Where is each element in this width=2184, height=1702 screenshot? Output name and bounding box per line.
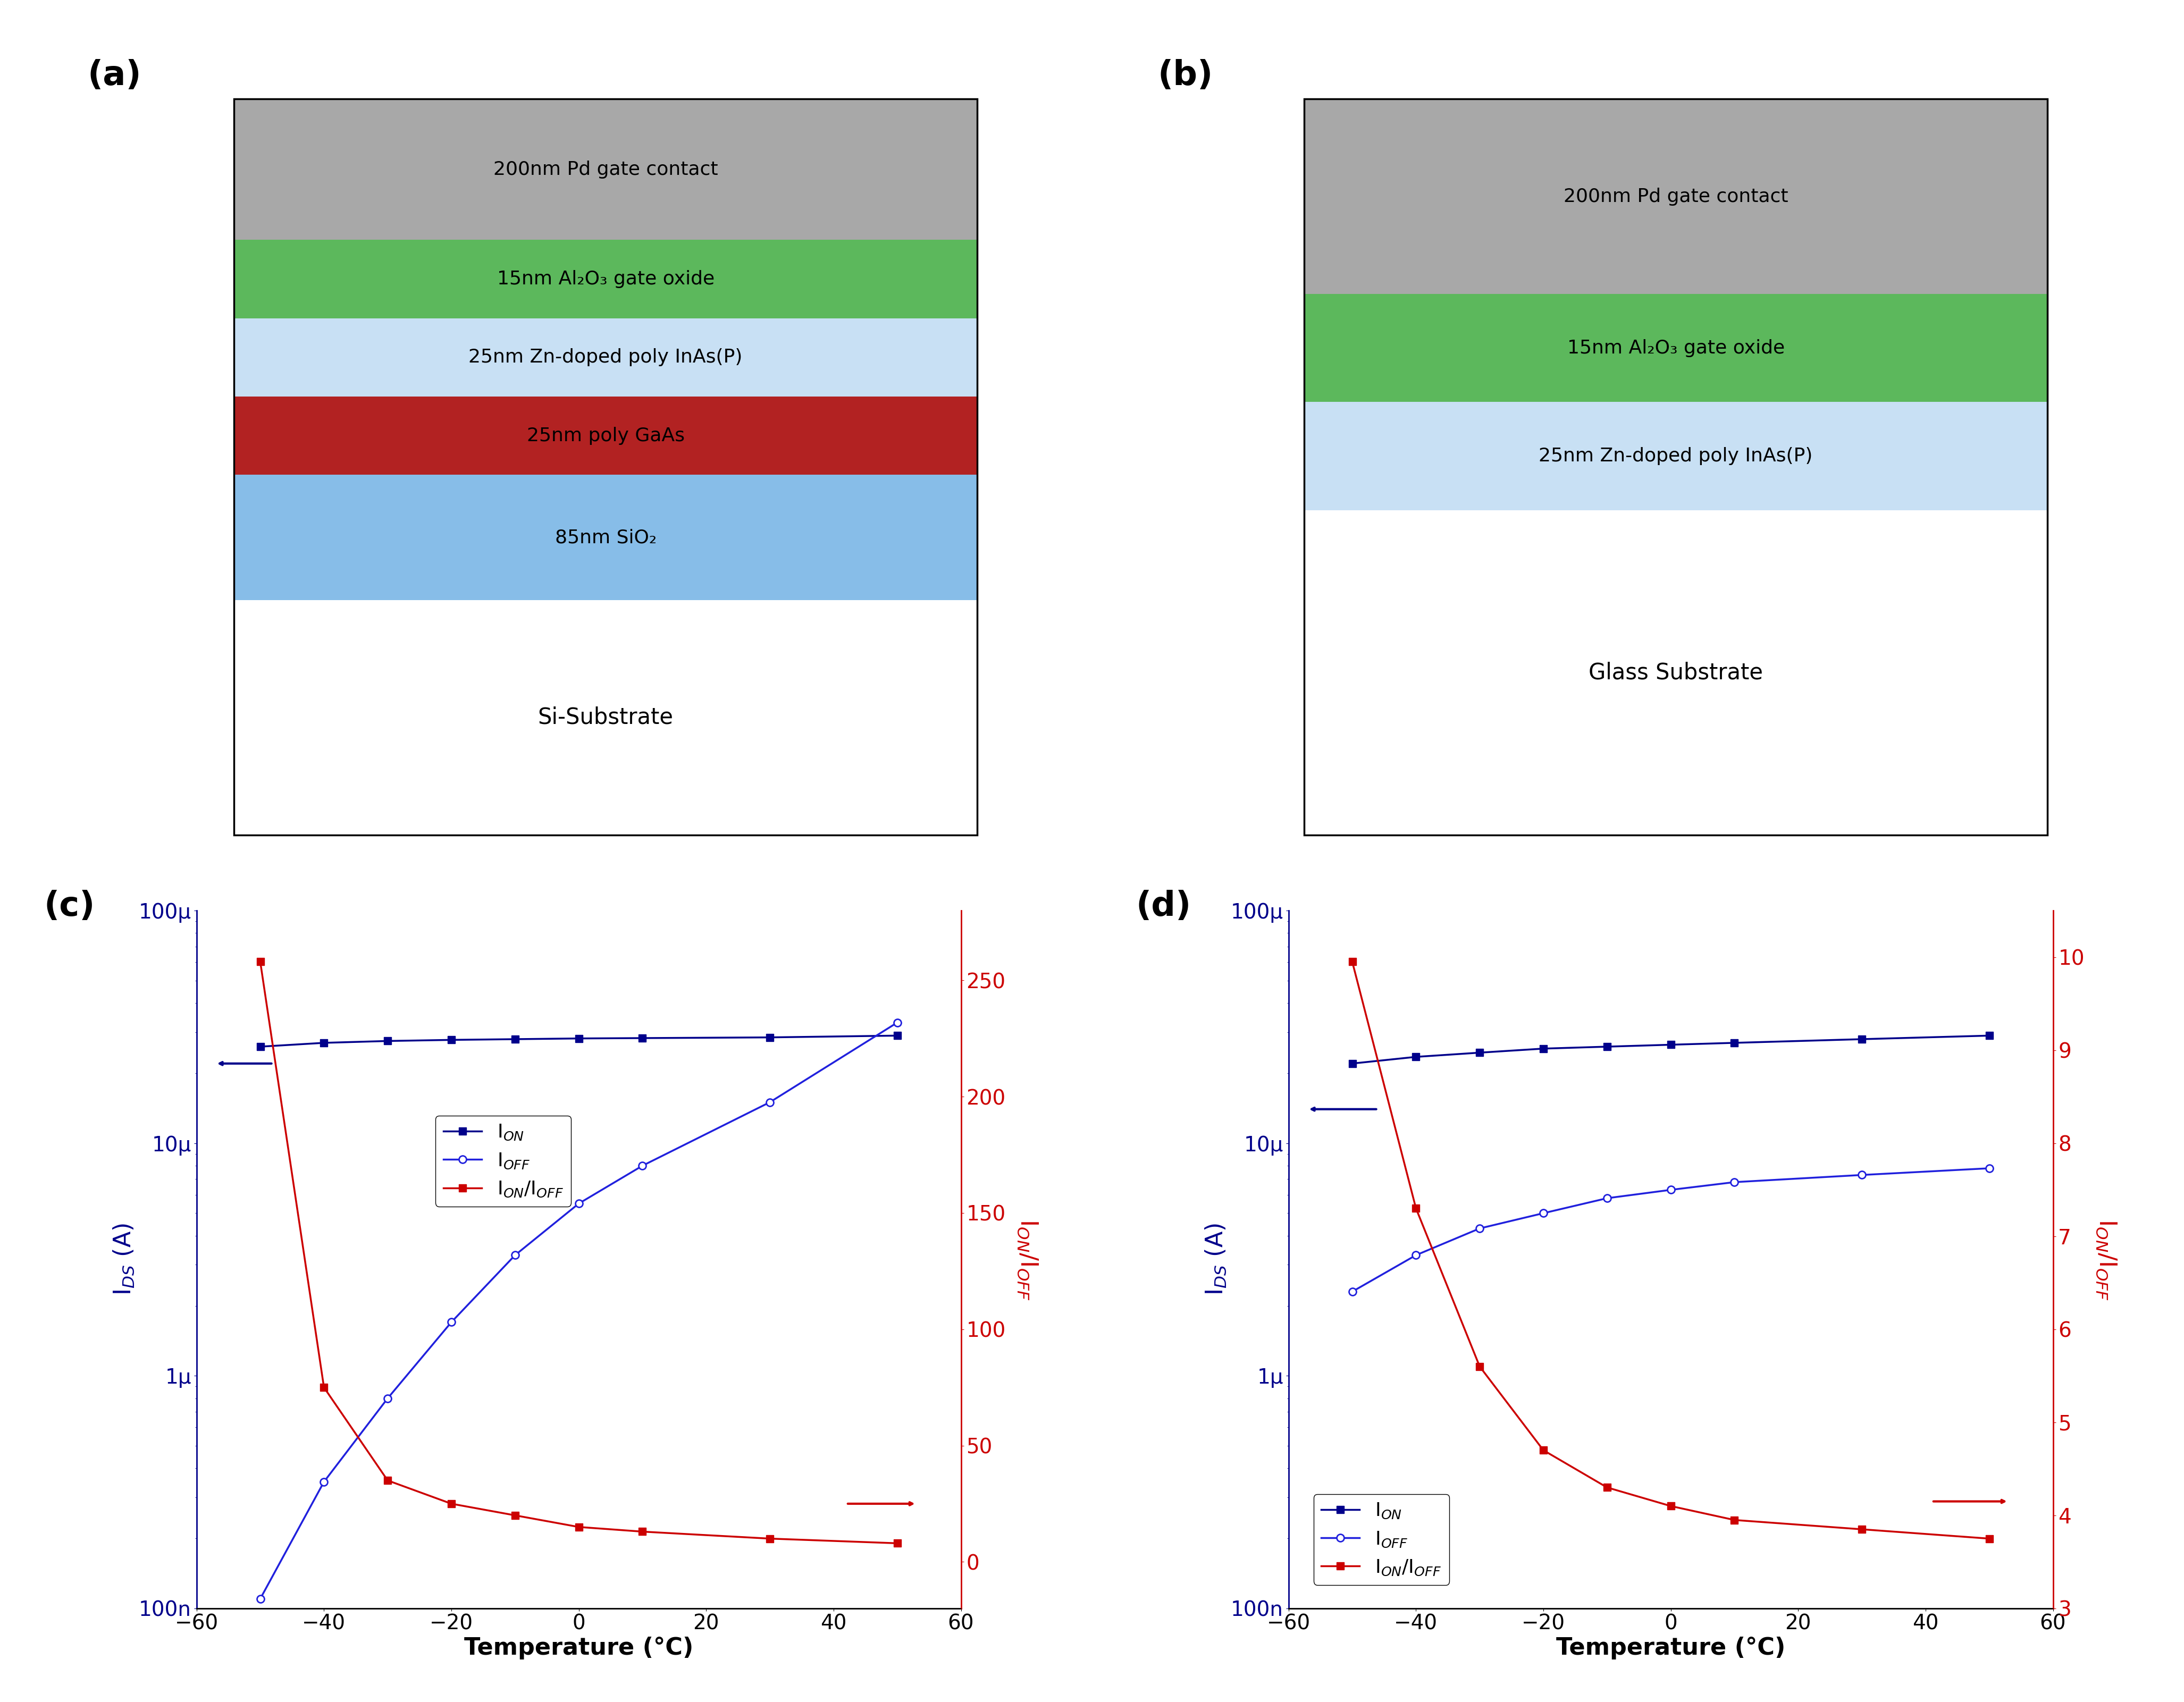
Text: (d): (d) [1136,890,1190,922]
Text: 200nm Pd gate contact: 200nm Pd gate contact [1564,187,1789,206]
Bar [234,99,976,240]
Text: Glass Substrate: Glass Substrate [1588,662,1762,684]
Text: 85nm SiO₂: 85nm SiO₂ [555,528,657,546]
Text: Si-Substrate: Si-Substrate [537,706,673,728]
Bar [1304,511,2046,836]
Text: 25nm Zn-doped poly InAs(P): 25nm Zn-doped poly InAs(P) [470,349,743,366]
Y-axis label: I$_{ON}$/I$_{OFF}$: I$_{ON}$/I$_{OFF}$ [2094,1219,2118,1300]
Text: (a): (a) [87,60,142,92]
Text: 15nm Al₂O₃ gate oxide: 15nm Al₂O₃ gate oxide [1568,339,1784,357]
Bar [234,318,976,397]
Bar [1304,402,2046,511]
Bar [234,601,976,836]
X-axis label: Temperature (°C): Temperature (°C) [463,1637,695,1659]
Y-axis label: I$_{ON}$/I$_{OFF}$: I$_{ON}$/I$_{OFF}$ [1016,1219,1040,1300]
Bar [1304,99,2046,836]
Bar [234,397,976,475]
Text: (b): (b) [1158,60,1212,92]
Text: 200nm Pd gate contact: 200nm Pd gate contact [494,160,719,179]
Y-axis label: I$_{DS}$ (A): I$_{DS}$ (A) [1203,1224,1227,1295]
Text: 25nm poly GaAs: 25nm poly GaAs [526,427,684,444]
Legend: I$_{ON}$, I$_{OFF}$, I$_{ON}$/I$_{OFF}$: I$_{ON}$, I$_{OFF}$, I$_{ON}$/I$_{OFF}$ [1313,1494,1450,1585]
Bar [234,99,976,836]
Bar [1304,294,2046,402]
Y-axis label: I$_{DS}$ (A): I$_{DS}$ (A) [111,1224,135,1295]
Legend: I$_{ON}$, I$_{OFF}$, I$_{ON}$/I$_{OFF}$: I$_{ON}$, I$_{OFF}$, I$_{ON}$/I$_{OFF}$ [435,1115,572,1207]
Text: (c): (c) [44,890,94,922]
Bar [234,240,976,318]
Bar [1304,99,2046,294]
Text: 15nm Al₂O₃ gate oxide: 15nm Al₂O₃ gate oxide [498,271,714,288]
Bar [234,475,976,601]
X-axis label: Temperature (°C): Temperature (°C) [1555,1637,1787,1659]
Text: 25nm Zn-doped poly InAs(P): 25nm Zn-doped poly InAs(P) [1540,448,1813,465]
